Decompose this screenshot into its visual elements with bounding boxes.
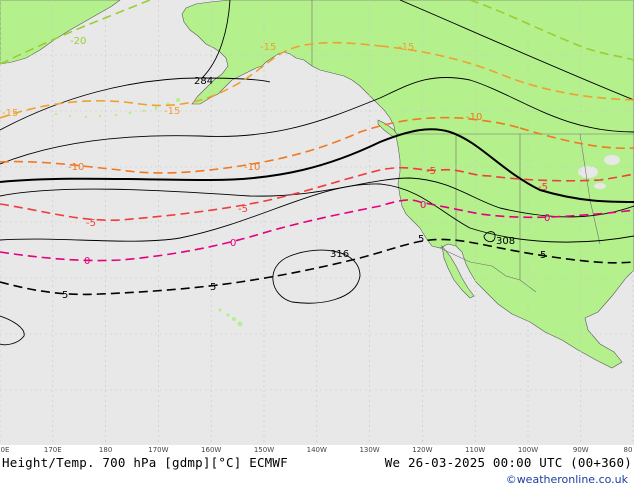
label-temp-minus20: -20 — [70, 36, 86, 47]
lon-label: 150W — [253, 446, 275, 454]
contour-labels: 284 308 316 -20 -15 -15 -15 -15 -10 -10 … — [2, 36, 550, 301]
lon-label: 130W — [359, 446, 380, 454]
lon-label: 170W — [148, 446, 169, 454]
isotherm-minus15-west — [0, 41, 381, 119]
isotherm-minus10-east — [519, 127, 634, 150]
label-temp-5-b: 5 — [210, 282, 216, 293]
inland-lakes — [578, 155, 620, 189]
lon-label: 170E — [43, 446, 62, 454]
label-temp-5-c: 5 — [418, 234, 424, 245]
label-temp-minus5-d: -5 — [538, 182, 548, 193]
label-temp-minus10-c: -10 — [466, 112, 482, 123]
isotherm-5 — [0, 238, 634, 296]
label-temp-0-b: 0 — [230, 238, 236, 249]
height-contour-308 — [0, 128, 634, 203]
label-temp-minus15-b: -15 — [164, 106, 180, 117]
isotherm-minus15-east — [379, 45, 634, 101]
isotherm-minus20-east — [469, 0, 634, 61]
label-temp-5-d: 5 — [540, 250, 546, 261]
lon-label: 160W — [201, 446, 222, 454]
valid-time: We 26-03-2025 00:00 UTC (00+360) — [384, 455, 632, 470]
lon-label: 100W — [517, 446, 539, 454]
label-temp-minus5-a: -5 — [86, 218, 96, 229]
height-contours — [0, 0, 634, 346]
lon-label: 180 — [98, 446, 113, 454]
isotherm-minus20 — [0, 0, 151, 65]
label-temp-5-a: 5 — [62, 290, 68, 301]
lon-label: 80 — [623, 446, 633, 454]
baja-peninsula — [441, 244, 475, 299]
label-temp-minus5-b: -5 — [238, 204, 248, 215]
north-america-landmass — [181, 0, 634, 369]
map-footer: 0E 170E 180 170W 160W 150W 140W 130W 120W 110W 100… — [0, 445, 634, 490]
isotherm-minus10-west — [0, 116, 521, 174]
lon-label: 0E — [0, 446, 10, 454]
label-temp-0-a: 0 — [84, 256, 90, 267]
label-height-316: 316 — [330, 249, 349, 260]
lon-label: 110W — [465, 446, 486, 454]
weather-map: 284 308 316 -20 -15 -15 -15 -15 -10 -10 … — [0, 0, 634, 445]
isotherm-0 — [0, 199, 634, 262]
lon-label: 120W — [412, 446, 433, 454]
label-temp-minus10-b: -10 — [244, 162, 260, 173]
label-height-284: 284 — [194, 76, 213, 87]
map-panel: 284 308 316 -20 -15 -15 -15 -15 -10 -10 … — [0, 0, 634, 445]
label-temp-minus15-c: -15 — [260, 42, 276, 53]
label-temp-minus10-a: -10 — [68, 162, 84, 173]
label-temp-minus15-a: -15 — [2, 108, 18, 119]
credit-link[interactable]: ©weatheronline.co.uk — [505, 473, 628, 486]
label-temp-0-c: 0 — [420, 200, 426, 211]
lon-label: 90W — [572, 446, 589, 454]
map-title: Height/Temp. 700 hPa [gdmp][°C] ECMWF — [2, 455, 288, 470]
graticule — [0, 0, 634, 445]
aleutian-islands — [54, 98, 180, 119]
label-temp-0-d: 0 — [544, 213, 550, 224]
temperature-isotherms — [0, 0, 634, 296]
label-height-308: 308 — [496, 236, 515, 247]
chukotka-landmass — [0, 0, 121, 65]
label-temp-minus15-d: -15 — [398, 42, 414, 53]
lon-label: 140W — [306, 446, 327, 454]
label-temp-minus5-c: -5 — [426, 166, 436, 177]
hawaii-islands — [218, 308, 243, 327]
isotherm-minus5 — [0, 166, 634, 222]
